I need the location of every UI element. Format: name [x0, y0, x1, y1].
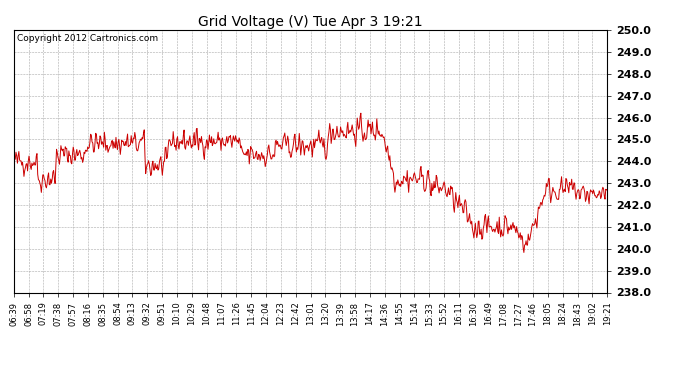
Text: Copyright 2012 Cartronics.com: Copyright 2012 Cartronics.com: [17, 34, 158, 43]
Title: Grid Voltage (V) Tue Apr 3 19:21: Grid Voltage (V) Tue Apr 3 19:21: [198, 15, 423, 29]
